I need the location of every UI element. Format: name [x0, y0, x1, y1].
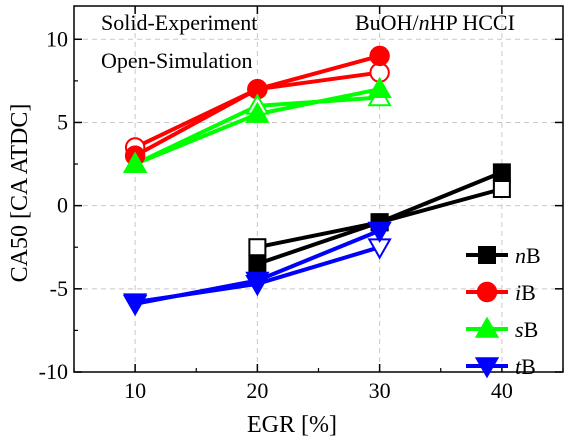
annotation-fuel-condition: BuOH/nHP HCCI [355, 10, 515, 35]
legend-marker-nB [478, 246, 496, 264]
legend-marker-iB [476, 281, 498, 303]
legend-item-sB: sB [466, 316, 538, 342]
marker-sB-experiment-10 [123, 151, 148, 173]
annotation-fuel-italic: n [419, 10, 430, 35]
y-tick-label--5: -5 [50, 276, 68, 301]
y-tick-label-10: 10 [46, 26, 68, 51]
legend-label-nB: nB [515, 243, 541, 268]
x-tick-label-10: 10 [124, 378, 146, 403]
y-tick-label--10: -10 [39, 359, 68, 384]
y-axis-title: CA50 [CA ATDC] [7, 104, 33, 283]
x-tick-label-30: 30 [369, 378, 391, 403]
legend-marker-tB [474, 357, 500, 379]
marker-tB-experiment-10 [123, 294, 148, 317]
marker-tB-experiment-30 [367, 221, 392, 244]
legend-label-tB: tB [515, 354, 536, 379]
marker-sB-experiment-20 [245, 101, 270, 123]
legend: nB iB sB tB [466, 243, 541, 379]
x-tick-label-40: 40 [491, 378, 513, 403]
x-axis-title: EGR [%] [247, 412, 337, 438]
legend-item-nB: nB [466, 243, 541, 268]
marker-nB-simulation-20 [248, 238, 267, 257]
legend-label-iB: iB [515, 280, 536, 305]
y-tick-label-0: 0 [57, 193, 68, 218]
annotation-fuel-suffix: HP HCCI [430, 10, 515, 35]
legend-label-sB: sB [515, 317, 538, 342]
marker-nB-experiment-40 [492, 163, 511, 182]
legend-item-tB: tB [466, 354, 536, 379]
marker-iB-experiment-30 [369, 45, 390, 67]
axes-layer: 10 20 30 40 -10 -5 0 5 10 [39, 5, 564, 403]
annotation-layer: Solid-Experiment Open-Simulation BuOH/nH… [101, 10, 515, 73]
annotation-open-simulation: Open-Simulation [101, 48, 253, 73]
annotation-fuel-prefix: BuOH/ [355, 10, 419, 35]
marker-sB-experiment-30 [367, 76, 392, 98]
y-tick-label-5: 5 [57, 109, 68, 134]
annotation-solid-experiment: Solid-Experiment [101, 10, 257, 35]
legend-item-iB: iB [466, 280, 536, 305]
x-tick-label-20: 20 [246, 378, 268, 403]
data-layer [123, 45, 511, 317]
marker-tB-experiment-20 [245, 271, 270, 293]
marker-nB-experiment-20 [248, 254, 267, 273]
marker-nB-simulation-40 [492, 180, 511, 198]
legend-marker-sB [474, 316, 500, 338]
